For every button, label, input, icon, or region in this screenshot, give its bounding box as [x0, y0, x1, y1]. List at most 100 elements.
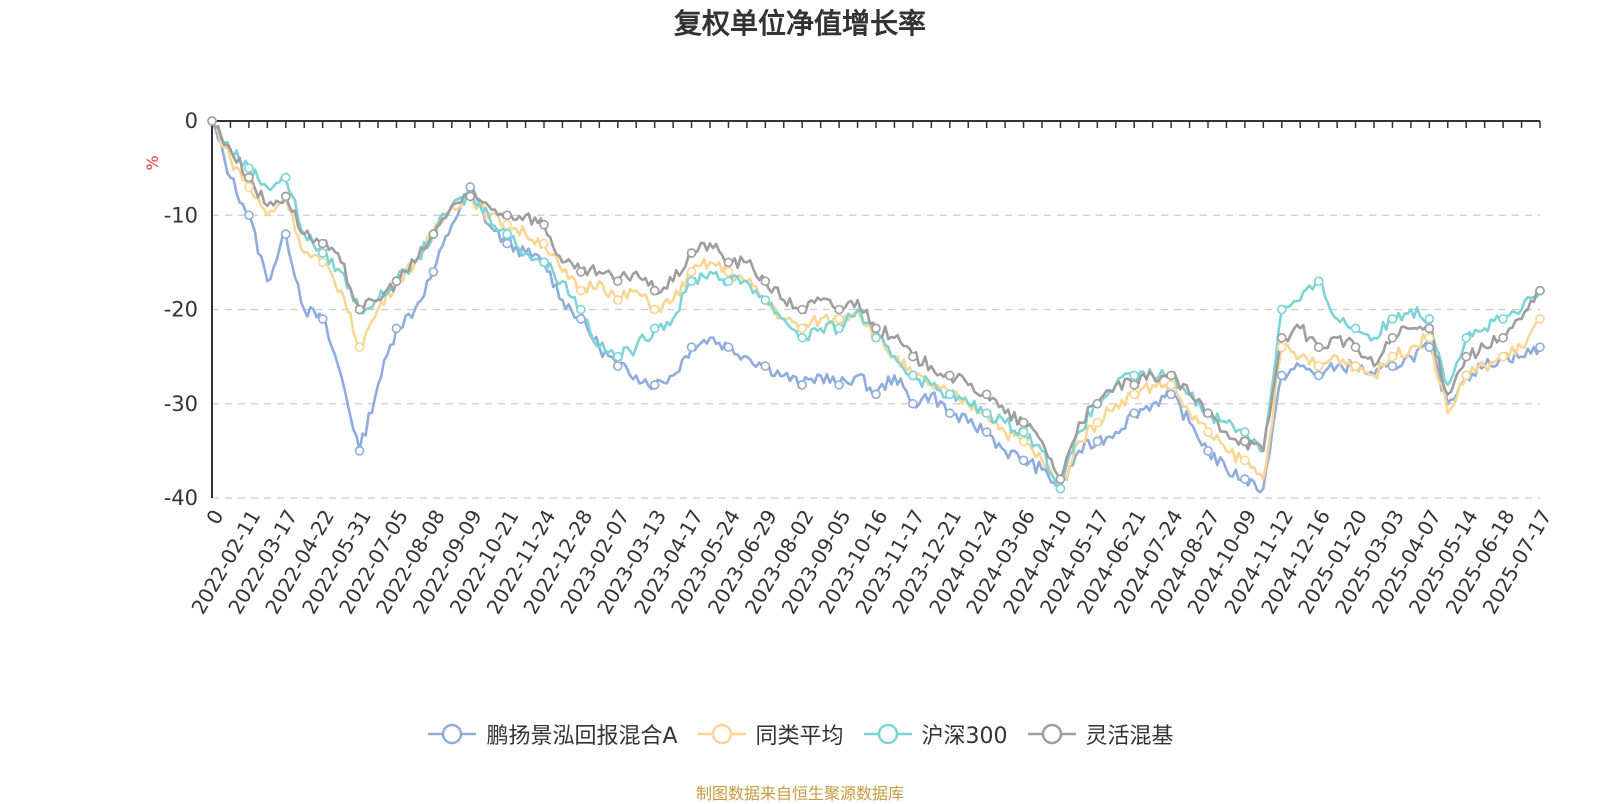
- data-point: [317, 238, 328, 249]
- data-point: [686, 248, 697, 258]
- data-point: [944, 408, 955, 418]
- data-point: [1461, 351, 1472, 362]
- legend-item[interactable]: 沪深300: [862, 718, 1008, 750]
- data-point: [760, 295, 771, 305]
- data-point: [1240, 455, 1250, 466]
- data-point: [244, 210, 254, 221]
- data-point: [1387, 361, 1398, 371]
- data-point: [1240, 436, 1250, 447]
- y-tick-label: -20: [164, 298, 198, 322]
- data-point: [576, 314, 586, 324]
- data-point: [1018, 455, 1029, 466]
- data-point: [871, 323, 881, 334]
- data-point: [354, 342, 365, 353]
- data-point: [1166, 389, 1176, 400]
- legend-item[interactable]: 灵活混基: [1026, 718, 1174, 750]
- data-point: [649, 323, 660, 334]
- data-point: [1313, 370, 1324, 381]
- data-point: [723, 266, 734, 277]
- data-point: [871, 389, 881, 400]
- data-point: [539, 257, 549, 268]
- series-line-1: [210, 120, 1541, 490]
- data-point: [1276, 370, 1287, 381]
- data-point: [317, 248, 328, 258]
- data-point: [1203, 446, 1213, 456]
- series-markers: [207, 116, 1545, 494]
- series-line-2: [210, 120, 1542, 490]
- data-point: [1092, 398, 1103, 409]
- data-point: [1387, 332, 1398, 343]
- chart-title: 复权单位净值增长率: [673, 7, 926, 40]
- data-point: [1129, 370, 1140, 381]
- legend-label: 同类平均: [755, 724, 844, 749]
- legend-label: 灵活混基: [1085, 724, 1174, 749]
- legend-swatch: [428, 723, 477, 745]
- data-point: [1203, 427, 1213, 437]
- data-point: [1166, 370, 1176, 381]
- x-tick-label: 0: [201, 506, 228, 529]
- data-point: [834, 380, 844, 390]
- data-point: [1387, 351, 1398, 362]
- data-point: [244, 163, 254, 173]
- data-point: [1055, 474, 1066, 484]
- data-point: [612, 361, 623, 371]
- data-point: [834, 314, 844, 324]
- data-point: [1535, 314, 1545, 324]
- series-line-0: [210, 120, 1542, 494]
- data-point: [1166, 380, 1176, 390]
- data-point: [280, 191, 291, 202]
- data-point: [1276, 304, 1287, 315]
- data-point: [1313, 342, 1324, 353]
- data-point: [981, 427, 992, 437]
- data-point: [686, 276, 697, 287]
- data-point: [1276, 332, 1287, 343]
- data-point: [428, 229, 439, 239]
- data-point: [1535, 342, 1545, 353]
- data-point: [981, 408, 992, 418]
- data-point: [502, 238, 512, 249]
- y-axis-label: %: [143, 155, 162, 170]
- y-tick-label: -10: [164, 203, 198, 227]
- y-tick-label: -40: [164, 486, 198, 510]
- data-point: [834, 323, 844, 334]
- data-point: [428, 266, 439, 277]
- data-point: [612, 276, 623, 287]
- data-point: [944, 389, 955, 400]
- data-point: [723, 276, 734, 287]
- data-point: [649, 380, 660, 390]
- data-point: [502, 229, 512, 239]
- data-point: [1313, 361, 1324, 371]
- y-tick-label: -30: [164, 392, 198, 416]
- data-point: [1424, 342, 1435, 353]
- data-point: [1092, 417, 1103, 428]
- data-point: [1129, 380, 1140, 390]
- data-point: [539, 238, 549, 249]
- legend-swatch: [863, 723, 912, 745]
- grid-lines: [212, 214, 1540, 499]
- data-point: [686, 342, 697, 353]
- data-point: [1424, 332, 1435, 343]
- data-point: [797, 304, 808, 315]
- data-point: [834, 304, 844, 315]
- data-point: [1498, 332, 1508, 343]
- data-point: [871, 332, 881, 343]
- legend-item[interactable]: 鹏扬景泓回报混合A: [426, 718, 678, 750]
- legend-item[interactable]: 同类平均: [696, 718, 844, 750]
- data-point: [1461, 370, 1472, 381]
- data-point: [244, 182, 254, 192]
- legend-swatch: [1027, 723, 1076, 745]
- data-point: [207, 116, 217, 126]
- legend: 鹏扬景泓回报混合A 同类平均 沪深300 灵活混基: [0, 718, 1600, 750]
- data-point: [908, 351, 918, 362]
- data-point: [280, 229, 291, 239]
- data-point: [576, 285, 586, 296]
- data-point: [1350, 342, 1361, 353]
- data-point: [1092, 436, 1103, 447]
- data-point: [1424, 323, 1435, 334]
- data-point: [649, 285, 660, 296]
- data-point: [1240, 474, 1250, 484]
- data-point: [797, 332, 808, 343]
- data-point: [1129, 389, 1140, 400]
- data-point: [1276, 342, 1287, 353]
- data-point: [576, 266, 586, 277]
